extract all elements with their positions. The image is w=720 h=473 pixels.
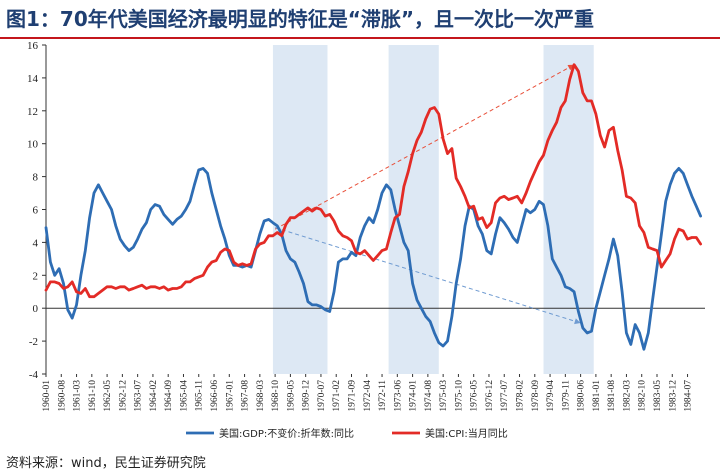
- x-tick-label: 1979-04: [546, 380, 556, 412]
- x-tick-label: 1982-10: [638, 380, 648, 412]
- x-tick-label: 1962-12: [118, 380, 128, 412]
- title-underline: [0, 37, 720, 39]
- y-tick-label: 0: [33, 303, 39, 315]
- x-tick-label: 1969-05: [286, 380, 296, 412]
- x-tick-label: 1971-09: [347, 380, 357, 412]
- x-tick-label: 1975-03: [439, 380, 449, 412]
- x-tick-label: 1972-11: [378, 380, 388, 412]
- x-tick-label: 1974-01: [409, 380, 419, 412]
- x-tick-label: 1961-03: [73, 380, 83, 412]
- chart-title: 图1：70年代美国经济最明显的特征是“滞胀”，且一次比一次严重: [6, 7, 595, 31]
- x-tick-label: 1981-08: [607, 380, 617, 412]
- y-tick-label: 8: [33, 172, 39, 184]
- x-tick-label: 1960-01: [42, 380, 52, 412]
- y-tick-label: 2: [33, 270, 39, 282]
- y-tick-label: 14: [27, 73, 39, 85]
- y-tick-label: 16: [27, 40, 39, 52]
- x-tick-label: 1968-03: [256, 380, 266, 412]
- x-tick-label: 1961-10: [88, 380, 98, 412]
- x-tick-label: 1973-06: [393, 380, 403, 412]
- legend-label-gdp: 美国:GDP:不变价:折年数:同比: [219, 427, 354, 440]
- x-tick-label: 1980-06: [577, 380, 587, 412]
- x-tick-label: 1967-01: [225, 380, 235, 412]
- y-tick-label: -4: [29, 369, 39, 381]
- x-tick-label: 1972-04: [363, 380, 373, 412]
- x-tick-label: 1978-02: [516, 380, 526, 412]
- x-tick-label: 1969-12: [302, 380, 312, 412]
- source-note: 资料来源：wind，民生证券研究院: [6, 456, 206, 471]
- series-line-cpi: [44, 63, 702, 299]
- x-tick-label: 1965-11: [195, 380, 205, 412]
- x-tick-label: 1967-08: [241, 380, 251, 412]
- y-tick-label: 4: [33, 237, 39, 249]
- x-tick-label: 1974-08: [424, 380, 434, 412]
- x-tick-label: 1975-10: [454, 380, 464, 412]
- x-tick-label: 1964-09: [164, 380, 174, 412]
- x-tick-label: 1968-10: [271, 380, 281, 412]
- x-tick-label: 1979-11: [561, 380, 571, 412]
- x-tick-label: 1977-07: [500, 380, 510, 412]
- x-tick-label: 1978-09: [531, 380, 541, 412]
- trend-line-0: [274, 64, 575, 230]
- x-tick-label: 1965-04: [179, 380, 189, 412]
- x-tick-label: 1963-07: [134, 380, 144, 412]
- x-tick-label: 1964-02: [149, 380, 159, 412]
- x-tick-label: 1971-02: [332, 380, 342, 412]
- x-tick-label: 1983-05: [653, 380, 663, 412]
- trend-line-1: [274, 227, 581, 325]
- x-tick-label: 1984-07: [684, 380, 694, 412]
- x-tick-label: 1976-12: [485, 380, 495, 412]
- x-tick-label: 1966-06: [210, 380, 220, 412]
- y-tick-label: 12: [27, 106, 38, 118]
- x-tick-label: 1981-01: [592, 380, 602, 412]
- x-tick-label: 1976-05: [470, 380, 480, 412]
- y-tick-label: 6: [33, 205, 39, 217]
- y-tick-label: 10: [27, 139, 39, 151]
- series-line-gdp: [44, 166, 702, 351]
- y-tick-label: -2: [29, 336, 38, 348]
- x-tick-label: 1962-05: [103, 380, 113, 412]
- x-tick-label: 1970-07: [317, 380, 327, 412]
- shaded-period-2: [543, 45, 594, 374]
- x-tick-label: 1960-08: [57, 380, 67, 412]
- legend-label-cpi: 美国:CPI:当月同比: [425, 427, 508, 440]
- x-tick-label: 1982-03: [622, 380, 632, 412]
- shaded-period-1: [388, 45, 439, 374]
- x-tick-label: 1983-12: [668, 380, 678, 412]
